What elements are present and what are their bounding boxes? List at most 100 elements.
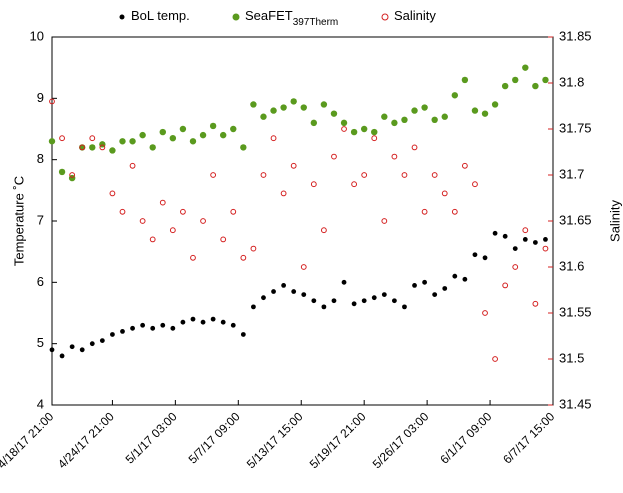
point bbox=[230, 208, 237, 215]
point bbox=[310, 119, 318, 127]
point bbox=[411, 107, 418, 114]
point bbox=[220, 319, 226, 325]
x-tick-label: 6/7/17 15:00 bbox=[500, 409, 557, 466]
x-tick-label: 5/19/17 21:00 bbox=[307, 409, 369, 471]
legend-text: BoL temp. bbox=[131, 8, 190, 23]
point bbox=[391, 298, 397, 304]
point bbox=[351, 301, 357, 307]
point bbox=[391, 119, 398, 127]
y-tick-label: 4 bbox=[37, 396, 44, 411]
legend-label: SeaFET397Therm bbox=[245, 8, 338, 27]
point bbox=[220, 236, 227, 243]
point bbox=[291, 289, 297, 294]
y-tick-label: 8 bbox=[37, 151, 44, 166]
point bbox=[79, 144, 86, 151]
point bbox=[180, 319, 186, 325]
point bbox=[542, 76, 549, 84]
point bbox=[482, 310, 488, 316]
point bbox=[89, 341, 95, 347]
point bbox=[381, 113, 388, 120]
point bbox=[321, 304, 327, 310]
point bbox=[481, 110, 489, 117]
point bbox=[109, 190, 116, 197]
x-tick-label: 4/24/17 21:00 bbox=[55, 409, 117, 471]
y-tick-label: 7 bbox=[37, 212, 44, 227]
point bbox=[189, 138, 197, 145]
y-axis-label: Temperature ˚C bbox=[11, 176, 26, 266]
point bbox=[451, 92, 459, 99]
point bbox=[129, 162, 136, 169]
point bbox=[130, 325, 135, 331]
plot-frame bbox=[51, 36, 554, 406]
y2-tick-label: 31.65 bbox=[559, 212, 592, 227]
point bbox=[89, 144, 96, 151]
point bbox=[209, 122, 217, 130]
point bbox=[99, 338, 105, 343]
point bbox=[99, 144, 106, 151]
point bbox=[341, 279, 347, 285]
point bbox=[320, 227, 327, 234]
point bbox=[310, 181, 317, 188]
point bbox=[159, 199, 166, 206]
legend-label: BoL temp. bbox=[131, 8, 190, 23]
point bbox=[140, 322, 146, 328]
legend-text: Salinity bbox=[394, 8, 436, 23]
point bbox=[472, 181, 478, 188]
point bbox=[200, 319, 206, 325]
point bbox=[160, 322, 166, 328]
x-tick-label: 5/7/17 09:00 bbox=[186, 409, 243, 466]
point bbox=[169, 227, 176, 234]
point bbox=[391, 153, 398, 160]
legend-marker bbox=[232, 13, 240, 21]
point bbox=[230, 322, 236, 328]
point bbox=[411, 144, 418, 151]
point bbox=[139, 218, 146, 224]
y-tick-label: 10 bbox=[30, 28, 44, 43]
point bbox=[421, 208, 428, 215]
point bbox=[159, 128, 166, 136]
point bbox=[361, 172, 368, 178]
point bbox=[502, 233, 508, 239]
point bbox=[69, 172, 76, 178]
point bbox=[351, 181, 358, 188]
point bbox=[139, 131, 146, 139]
point bbox=[482, 255, 488, 261]
point bbox=[300, 104, 307, 111]
x-tick-label: 4/18/17 21:00 bbox=[0, 409, 57, 471]
point bbox=[371, 128, 378, 136]
point bbox=[109, 147, 116, 154]
point bbox=[199, 131, 207, 139]
legend-subscript: 397Therm bbox=[293, 17, 339, 28]
point bbox=[421, 104, 428, 111]
point bbox=[543, 237, 548, 242]
y-tick-label: 5 bbox=[37, 335, 44, 350]
point bbox=[251, 304, 256, 310]
point bbox=[491, 101, 499, 108]
point bbox=[471, 107, 479, 114]
point bbox=[240, 144, 247, 151]
y2-tick-label: 31.55 bbox=[559, 304, 592, 319]
point bbox=[401, 172, 408, 178]
point bbox=[79, 347, 85, 353]
x-tick-label: 5/13/17 15:00 bbox=[244, 409, 306, 471]
point bbox=[522, 237, 528, 242]
point bbox=[412, 283, 417, 288]
point bbox=[170, 325, 176, 331]
point bbox=[280, 190, 287, 197]
legend-marker bbox=[119, 14, 125, 20]
point bbox=[280, 104, 287, 111]
point bbox=[301, 292, 307, 297]
point bbox=[431, 172, 438, 178]
point bbox=[331, 298, 337, 304]
point bbox=[431, 116, 438, 124]
legend-label: Salinity bbox=[394, 8, 436, 23]
point bbox=[129, 138, 136, 145]
y2-tick-label: 31.7 bbox=[559, 166, 584, 181]
point bbox=[119, 138, 126, 145]
point bbox=[119, 208, 126, 215]
point bbox=[532, 300, 539, 307]
y2-axis-label: Salinity bbox=[607, 200, 622, 242]
point bbox=[360, 125, 368, 133]
point bbox=[120, 329, 125, 334]
